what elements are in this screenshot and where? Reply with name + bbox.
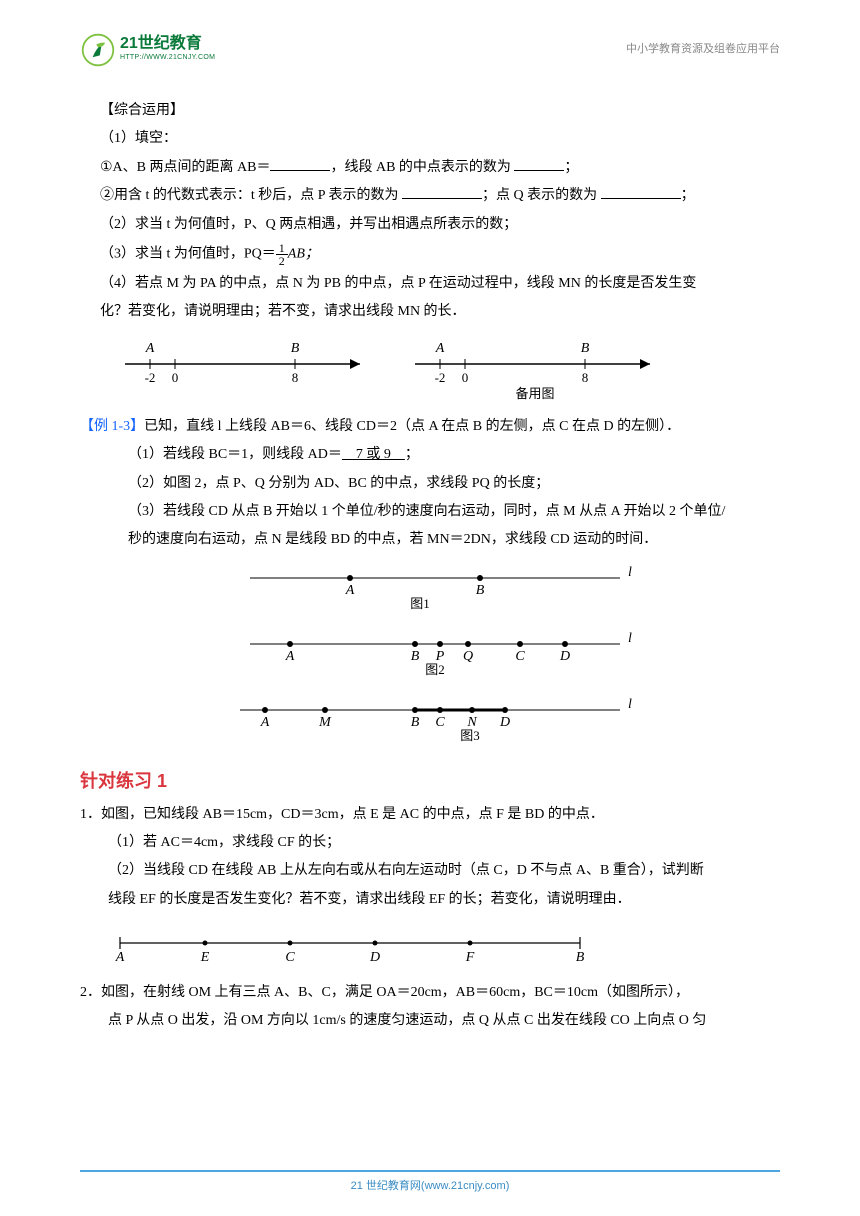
svg-text:备用图: 备用图 xyxy=(515,386,554,401)
blank xyxy=(601,185,681,199)
fill-line-1: ①A、B 两点间的距离 AB＝ ，线段 AB 的中点表示的数为 ； xyxy=(100,157,760,179)
p1-diagram: A E C D F B xyxy=(110,931,590,963)
svg-text:l: l xyxy=(628,631,632,646)
figure-3: A M B C N D l 图3 xyxy=(220,692,640,742)
p1-intro: 1．如图，已知线段 AB＝15cm，CD＝3cm，点 E 是 AC 的中点，点 … xyxy=(80,804,760,826)
fill-heading: （1）填空： xyxy=(100,128,760,150)
svg-text:D: D xyxy=(369,950,380,965)
svg-text:0: 0 xyxy=(462,370,469,385)
p2-a: 2．如图，在射线 OM 上有三点 A、B、C，满足 OA＝20cm，AB＝60c… xyxy=(80,982,760,1004)
page-header: 21世纪教育 HTTP://WWW.21CNJY.COM 中小学教育资源及组卷应… xyxy=(80,30,780,70)
text: （3）求当 t 为何值时，PQ＝ xyxy=(100,247,276,262)
question-4b: 化？若变化，请说明理由；若不变，请求出线段 MN 的长． xyxy=(100,301,760,323)
number-line-1: A -2 0 8 B xyxy=(120,334,380,394)
svg-text:C: C xyxy=(285,950,295,965)
site-logo: 21世纪教育 HTTP://WWW.21CNJY.COM xyxy=(80,32,215,68)
example-1-3: 【例 1-3】已知，直线 l 上线段 AB＝6、线段 CD＝2（点 A 在点 B… xyxy=(80,416,760,438)
svg-text:A: A xyxy=(115,950,125,965)
text: AB； xyxy=(288,247,319,262)
figure-2-row: A B P Q C D l 图2 xyxy=(100,626,760,684)
svg-text:Q: Q xyxy=(463,649,473,664)
footer-divider xyxy=(80,1170,780,1172)
p1-q1: （1）若 AC＝4cm，求线段 CF 的长； xyxy=(80,832,760,854)
svg-text:F: F xyxy=(465,950,475,965)
svg-text:C: C xyxy=(435,715,445,730)
svg-text:A: A xyxy=(435,341,445,356)
ex13-q2: （2）如图 2，点 P、Q 分别为 AD、BC 的中点，求线段 PQ 的长度； xyxy=(100,473,760,495)
svg-text:B: B xyxy=(411,649,420,664)
text: （1）若线段 BC＝1，则线段 AD＝ xyxy=(128,447,342,462)
question-4a: （4）若点 M 为 PA 的中点，点 N 为 PB 的中点，点 P 在运动过程中… xyxy=(100,273,760,295)
svg-text:图3: 图3 xyxy=(460,728,480,743)
fraction-half: 12 xyxy=(276,242,288,267)
text: ； xyxy=(405,447,419,462)
blank xyxy=(402,185,482,199)
example-text: 已知，直线 l 上线段 AB＝6、线段 CD＝2（点 A 在点 B 的左侧，点 … xyxy=(144,419,680,434)
question-3: （3）求当 t 为何值时，PQ＝12AB； xyxy=(100,242,760,267)
svg-text:B: B xyxy=(581,341,590,356)
svg-text:l: l xyxy=(628,565,632,580)
figure-3-row: A M B C N D l 图3 xyxy=(100,692,760,750)
number-line-row: A -2 0 8 B A -2 0 8 B 备用图 xyxy=(120,334,760,406)
text: ，线段 AB 的中点表示的数为 xyxy=(330,160,514,175)
svg-text:B: B xyxy=(411,715,420,730)
figure-1: A B l 图1 xyxy=(220,560,640,610)
svg-text:E: E xyxy=(200,950,210,965)
ex13-q3a: （3）若线段 CD 从点 B 开始以 1 个单位/秒的速度向右运动，同时，点 M… xyxy=(100,501,760,523)
svg-text:-2: -2 xyxy=(145,370,156,385)
svg-text:M: M xyxy=(318,715,332,730)
fill-line-2: ②用含 t 的代数式表示：t 秒后，点 P 表示的数为 ；点 Q 表示的数为 ； xyxy=(100,185,760,207)
p1-diagram-row: A E C D F B xyxy=(110,931,760,971)
svg-text:A: A xyxy=(285,649,295,664)
section-heading: 【综合运用】 xyxy=(100,100,760,122)
number-line-backup: A -2 0 8 B 备用图 xyxy=(410,334,670,406)
text: ； xyxy=(681,188,695,203)
svg-text:-2: -2 xyxy=(435,370,446,385)
svg-text:A: A xyxy=(260,715,270,730)
svg-text:D: D xyxy=(499,715,510,730)
svg-text:A: A xyxy=(345,583,355,598)
blank xyxy=(514,157,564,171)
p1-q2a: （2）当线段 CD 在线段 AB 上从左向右或从右向左运动时（点 C，D 不与点… xyxy=(80,860,760,882)
svg-text:l: l xyxy=(628,697,632,712)
header-right-text: 中小学教育资源及组卷应用平台 xyxy=(626,41,780,59)
ex13-q1: （1）若线段 BC＝1，则线段 AD＝ 7 或 9 ； xyxy=(100,444,760,466)
blank xyxy=(270,157,330,171)
svg-text:图2: 图2 xyxy=(425,662,445,677)
svg-text:D: D xyxy=(559,649,570,664)
text: ；点 Q 表示的数为 xyxy=(482,188,601,203)
p1-q2b: 线段 EF 的长度是否发生变化？若不变，请求出线段 EF 的长；若变化，请说明理… xyxy=(80,889,760,911)
footer-text: 21 世纪教育网(www.21cnjy.com) xyxy=(0,1178,860,1196)
figure-2: A B P Q C D l 图2 xyxy=(220,626,640,676)
logo-main-text: 21世纪教育 xyxy=(120,36,215,52)
logo-sub-text: HTTP://WWW.21CNJY.COM xyxy=(120,52,215,63)
ex13-q3b: 秒的速度向右运动，点 N 是线段 BD 的中点，若 MN＝2DN，求线段 CD … xyxy=(100,529,760,551)
example-label: 【例 1-3】 xyxy=(80,419,144,434)
question-2: （2）求当 t 为何值时，P、Q 两点相遇，并写出相遇点所表示的数； xyxy=(100,214,760,236)
svg-text:A: A xyxy=(145,341,155,356)
svg-text:8: 8 xyxy=(292,370,299,385)
text: ②用含 t 的代数式表示：t 秒后，点 P 表示的数为 xyxy=(100,188,402,203)
page-content: 【综合运用】 （1）填空： ①A、B 两点间的距离 AB＝ ，线段 AB 的中点表… xyxy=(80,100,780,1032)
p2-b: 点 P 从点 O 出发，沿 OM 方向以 1cm/s 的速度匀速运动，点 Q 从… xyxy=(80,1010,760,1032)
svg-text:C: C xyxy=(515,649,525,664)
answer-underline: 7 或 9 xyxy=(342,447,405,462)
svg-text:图1: 图1 xyxy=(410,596,430,611)
figure-1-row: A B l 图1 xyxy=(100,560,760,618)
svg-text:8: 8 xyxy=(582,370,589,385)
practice-title: 针对练习 1 xyxy=(80,767,760,796)
page-footer: 21 世纪教育网(www.21cnjy.com) xyxy=(0,1170,860,1196)
text: ①A、B 两点间的距离 AB＝ xyxy=(100,160,270,175)
svg-text:B: B xyxy=(476,583,485,598)
text: ； xyxy=(564,160,578,175)
svg-text:B: B xyxy=(291,341,300,356)
svg-text:0: 0 xyxy=(172,370,179,385)
svg-text:B: B xyxy=(576,950,585,965)
logo-icon xyxy=(80,32,116,68)
